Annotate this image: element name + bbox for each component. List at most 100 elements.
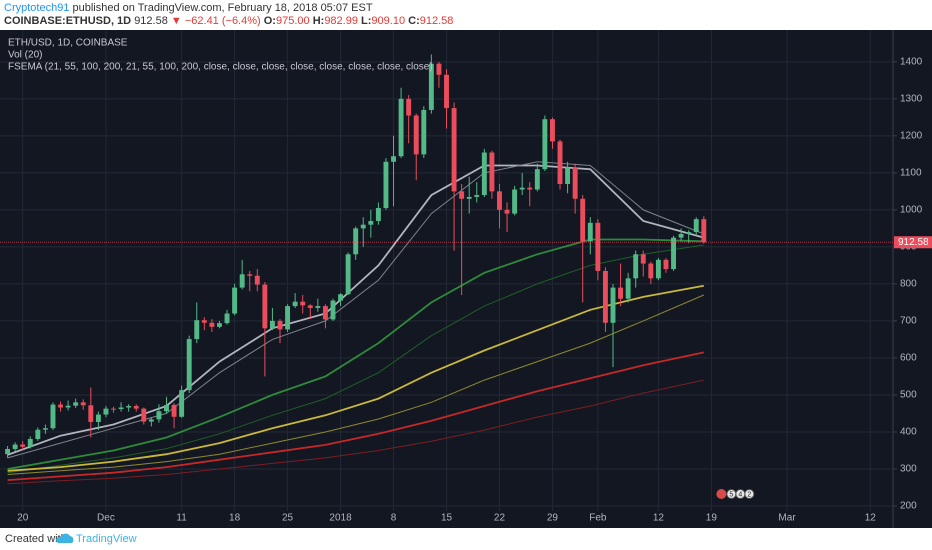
candle-body [580,198,586,242]
moving-average [7,244,704,474]
candle-body [292,301,298,307]
x-tick-label: 29 [547,513,559,524]
candle-body [330,300,336,320]
candle-body [345,254,351,295]
y-tick-label: 1300 [900,93,923,104]
plot: 2003004005006007008009001000110012001300… [0,30,932,524]
candle-body [648,263,654,279]
candle-body [300,301,306,306]
candle-body [360,224,366,229]
candle-body [640,254,646,264]
candle-body [239,274,245,288]
candle-body [459,191,465,199]
x-tick-label: Dec [97,513,115,524]
candle-body [383,161,389,209]
quote-line: COINBASE:ETHUSD, 1D 912.58 ▼ −62.41 (−6.… [4,15,453,27]
change: ▼ −62.41 (−6.4%) [171,15,261,27]
candle-body [58,404,64,408]
candle-body [587,222,593,242]
l-label: L: [361,15,371,27]
h-value: 982.99 [324,15,358,27]
legend-symbol: ETH/USD, 1D, COINBASE [8,38,128,49]
candle-body [164,404,169,412]
y-tick-label: 500 [900,390,917,401]
candle-body [391,156,396,162]
candle-body [27,438,33,447]
candle-body [156,411,162,420]
candle-body [610,287,616,323]
c-label: C: [408,15,420,27]
candle-body [633,254,639,279]
moving-average [7,351,704,481]
candle-body [73,402,79,406]
candle-body [557,141,563,184]
candle-body [542,119,548,170]
candle-body [148,419,154,422]
moving-average [7,161,704,459]
candle-body [375,208,381,221]
candle-body [504,209,510,214]
moving-average [7,284,704,472]
x-tick-label: 22 [494,513,506,524]
candle-body [398,98,404,157]
candle-body [444,74,449,109]
candle-body [474,195,480,197]
y-tick-label: 300 [900,464,917,475]
candle-body [141,408,147,422]
moving-average [7,238,704,470]
candle-body [194,320,200,340]
candle-body [428,63,434,110]
candle-body [224,313,230,324]
x-tick-label: 2018 [329,513,352,524]
o-label: O: [264,15,276,27]
candle-body [693,219,699,233]
moving-average [7,379,704,485]
candle-body [618,287,624,299]
x-tick-label: 8 [391,513,397,524]
brand-logo[interactable] [56,533,74,543]
symbol: COINBASE:ETHUSD, 1D [4,15,131,27]
candle-body [35,429,41,439]
candle-body [451,108,457,192]
candle-body [436,63,442,75]
candle-body [171,404,177,417]
footer-brand[interactable]: TradingView [76,533,137,545]
candle-body [625,278,631,299]
candle-body [65,405,71,408]
candle-body [50,404,56,429]
candle-body [497,191,502,210]
candle-body [179,390,185,417]
event-count: 4 [738,491,742,498]
y-tick-label: 1400 [900,56,923,67]
l-value: 909.10 [371,15,405,27]
candle-body [406,98,412,116]
candle-body [663,259,669,270]
y-tick-label: 400 [900,427,917,438]
y-tick-label: 1200 [900,130,923,141]
candle-body [549,119,555,142]
candle-body [209,322,215,327]
candle-body [481,152,487,196]
candle-body [489,152,495,192]
legend-ema: FSEMA (21, 55, 100, 200, 21, 55, 100, 20… [8,62,433,73]
author-link[interactable]: Cryptotech91 [4,2,69,14]
header-line: Cryptotech91 published on TradingView.co… [4,2,373,14]
event-count: 5 [729,491,733,498]
header-bg [0,0,932,30]
event-count: 2 [747,491,751,498]
candle-body [12,444,18,449]
x-tick-label: 19 [706,513,718,524]
candle-body [322,306,328,320]
legend-volume: Vol (20) [8,50,42,61]
candle-body [5,448,11,455]
candle-body [655,259,661,279]
candle-body [466,196,472,199]
candle-body [413,115,419,155]
candle-body [42,428,48,430]
candle-body [572,167,578,199]
candle-body [20,444,26,447]
x-tick-label: 12 [865,513,877,524]
candle-body [686,232,692,234]
x-tick-label: Mar [778,513,796,524]
